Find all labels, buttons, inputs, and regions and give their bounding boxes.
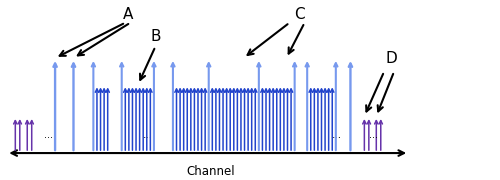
Text: ...: ...: [370, 130, 378, 140]
Text: ...: ...: [332, 130, 342, 140]
Text: B: B: [150, 30, 161, 44]
Text: A: A: [123, 7, 134, 22]
Text: C: C: [294, 7, 305, 22]
Text: ...: ...: [44, 130, 53, 140]
Text: Channel: Channel: [186, 165, 234, 178]
Text: ...: ...: [143, 130, 153, 140]
Text: D: D: [386, 51, 398, 66]
